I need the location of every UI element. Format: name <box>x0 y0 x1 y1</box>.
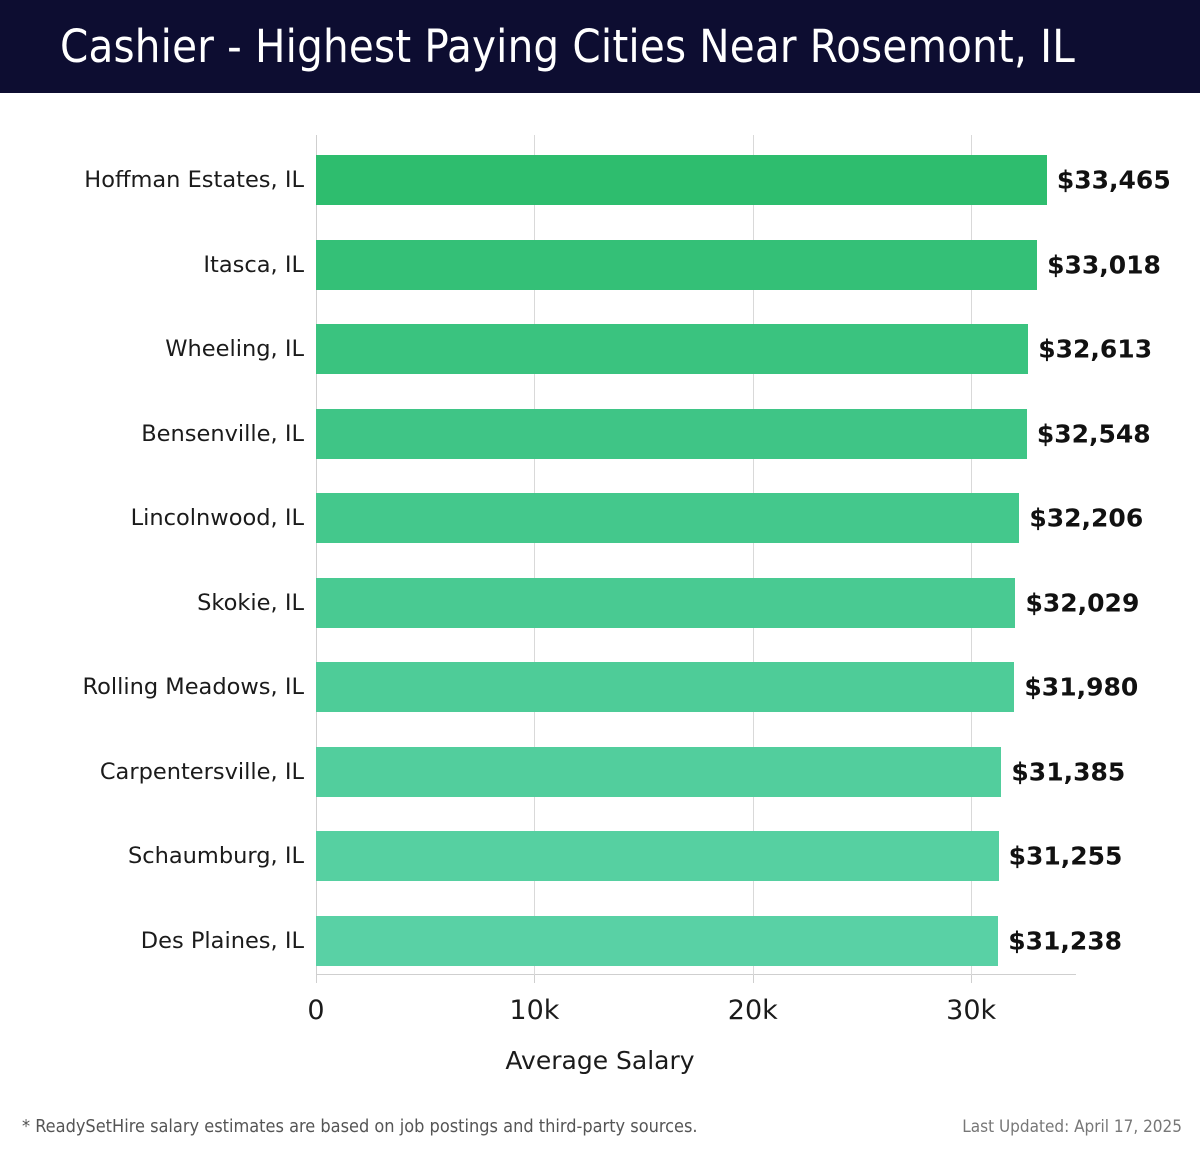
y-axis-line <box>316 135 317 975</box>
category-label-row: Rolling Meadows, IL <box>0 662 305 712</box>
footer-last-updated: Last Updated: April 17, 2025 <box>962 1117 1182 1137</box>
x-tick-label: 20k <box>727 995 778 1026</box>
category-label: Schaumburg, IL <box>127 843 304 869</box>
bar-row[interactable]: $31,255 <box>316 831 1122 881</box>
bar-value-label: $32,548 <box>1036 419 1151 448</box>
category-label: Lincolnwood, IL <box>130 505 304 531</box>
x-tick-mark <box>752 975 754 983</box>
chart-container: Hoffman Estates, IL Itasca, IL Wheeling, I… <box>0 93 1200 1068</box>
bar-row[interactable]: $32,613 <box>316 324 1152 374</box>
category-label: Rolling Meadows, IL <box>82 674 304 700</box>
category-label-row: Des Plaines, IL <box>0 916 305 966</box>
bar-row[interactable]: $33,465 <box>316 155 1171 205</box>
bar-row[interactable]: $32,029 <box>316 577 1139 628</box>
bar-value-label: $31,980 <box>1024 672 1139 702</box>
gridline-30k <box>971 135 973 975</box>
bar-value-label: $32,613 <box>1038 334 1153 364</box>
bar[interactable] <box>316 155 1047 205</box>
category-label: Des Plaines, IL <box>140 927 304 954</box>
bar-row[interactable]: $31,238 <box>316 915 1122 966</box>
bar[interactable] <box>316 831 999 881</box>
category-label-row: Hoffman Estates, IL <box>0 155 305 205</box>
bar[interactable] <box>316 324 1029 374</box>
gridline-20k <box>752 135 754 975</box>
x-tick-mark <box>534 975 536 983</box>
bar-row[interactable]: $32,206 <box>316 493 1143 543</box>
category-label-row: Itasca, IL <box>0 240 305 290</box>
gridline-10k <box>534 135 536 975</box>
category-label: Itasca, IL <box>203 251 304 278</box>
x-tick-label: 30k <box>946 995 997 1026</box>
bar-row[interactable]: $31,385 <box>316 746 1125 797</box>
x-tick-mark <box>316 975 317 983</box>
bar[interactable] <box>316 408 1027 459</box>
category-label: Carpentersville, IL <box>99 758 304 785</box>
bar-value-label: $32,029 <box>1025 588 1140 617</box>
footer-disclaimer: * ReadySetHire salary estimates are base… <box>22 1116 698 1137</box>
bar[interactable] <box>316 746 1002 797</box>
x-axis-line <box>316 974 1076 975</box>
category-label-row: Lincolnwood, IL <box>0 493 305 543</box>
page-title: Cashier - Highest Paying Cities Near Ros… <box>60 20 1075 73</box>
bar-row[interactable]: $33,018 <box>316 239 1161 290</box>
category-label-row: Carpentersville, IL <box>0 747 305 797</box>
category-label: Hoffman Estates, IL <box>84 167 304 193</box>
category-label: Bensenville, IL <box>141 420 304 447</box>
bar-value-label: $32,206 <box>1029 503 1144 533</box>
category-label-row: Skokie, IL <box>0 578 305 628</box>
bar[interactable] <box>316 915 999 966</box>
bar-value-label: $33,465 <box>1056 165 1171 195</box>
bar-row[interactable]: $32,548 <box>316 408 1151 459</box>
x-axis-title: Average Salary <box>505 1046 695 1075</box>
bar-row[interactable]: $31,980 <box>316 662 1138 712</box>
x-tick-mark <box>971 975 973 983</box>
bar[interactable] <box>316 239 1038 290</box>
category-label: Skokie, IL <box>197 589 304 616</box>
category-label-row: Bensenville, IL <box>0 409 305 459</box>
bar[interactable] <box>316 577 1016 628</box>
category-label-row: Schaumburg, IL <box>0 831 305 881</box>
bar[interactable] <box>316 662 1015 712</box>
bar-value-label: $31,255 <box>1008 841 1123 871</box>
category-label: Wheeling, IL <box>165 336 304 362</box>
page-header: Cashier - Highest Paying Cities Near Ros… <box>0 0 1200 93</box>
category-axis: Hoffman Estates, IL Itasca, IL Wheeling, I… <box>0 135 305 975</box>
bar-value-label: $33,018 <box>1047 250 1161 279</box>
bar[interactable] <box>316 493 1020 543</box>
plot-area: $33,465 $33,018 $32,613 $32,548 $32,206 $32,0… <box>316 135 1171 983</box>
x-tick-label: 0 <box>307 995 325 1026</box>
bar-value-label: $31,238 <box>1008 926 1123 955</box>
x-tick-label: 10k <box>509 995 560 1026</box>
bar-value-label: $31,385 <box>1011 757 1126 786</box>
category-label-row: Wheeling, IL <box>0 324 305 374</box>
